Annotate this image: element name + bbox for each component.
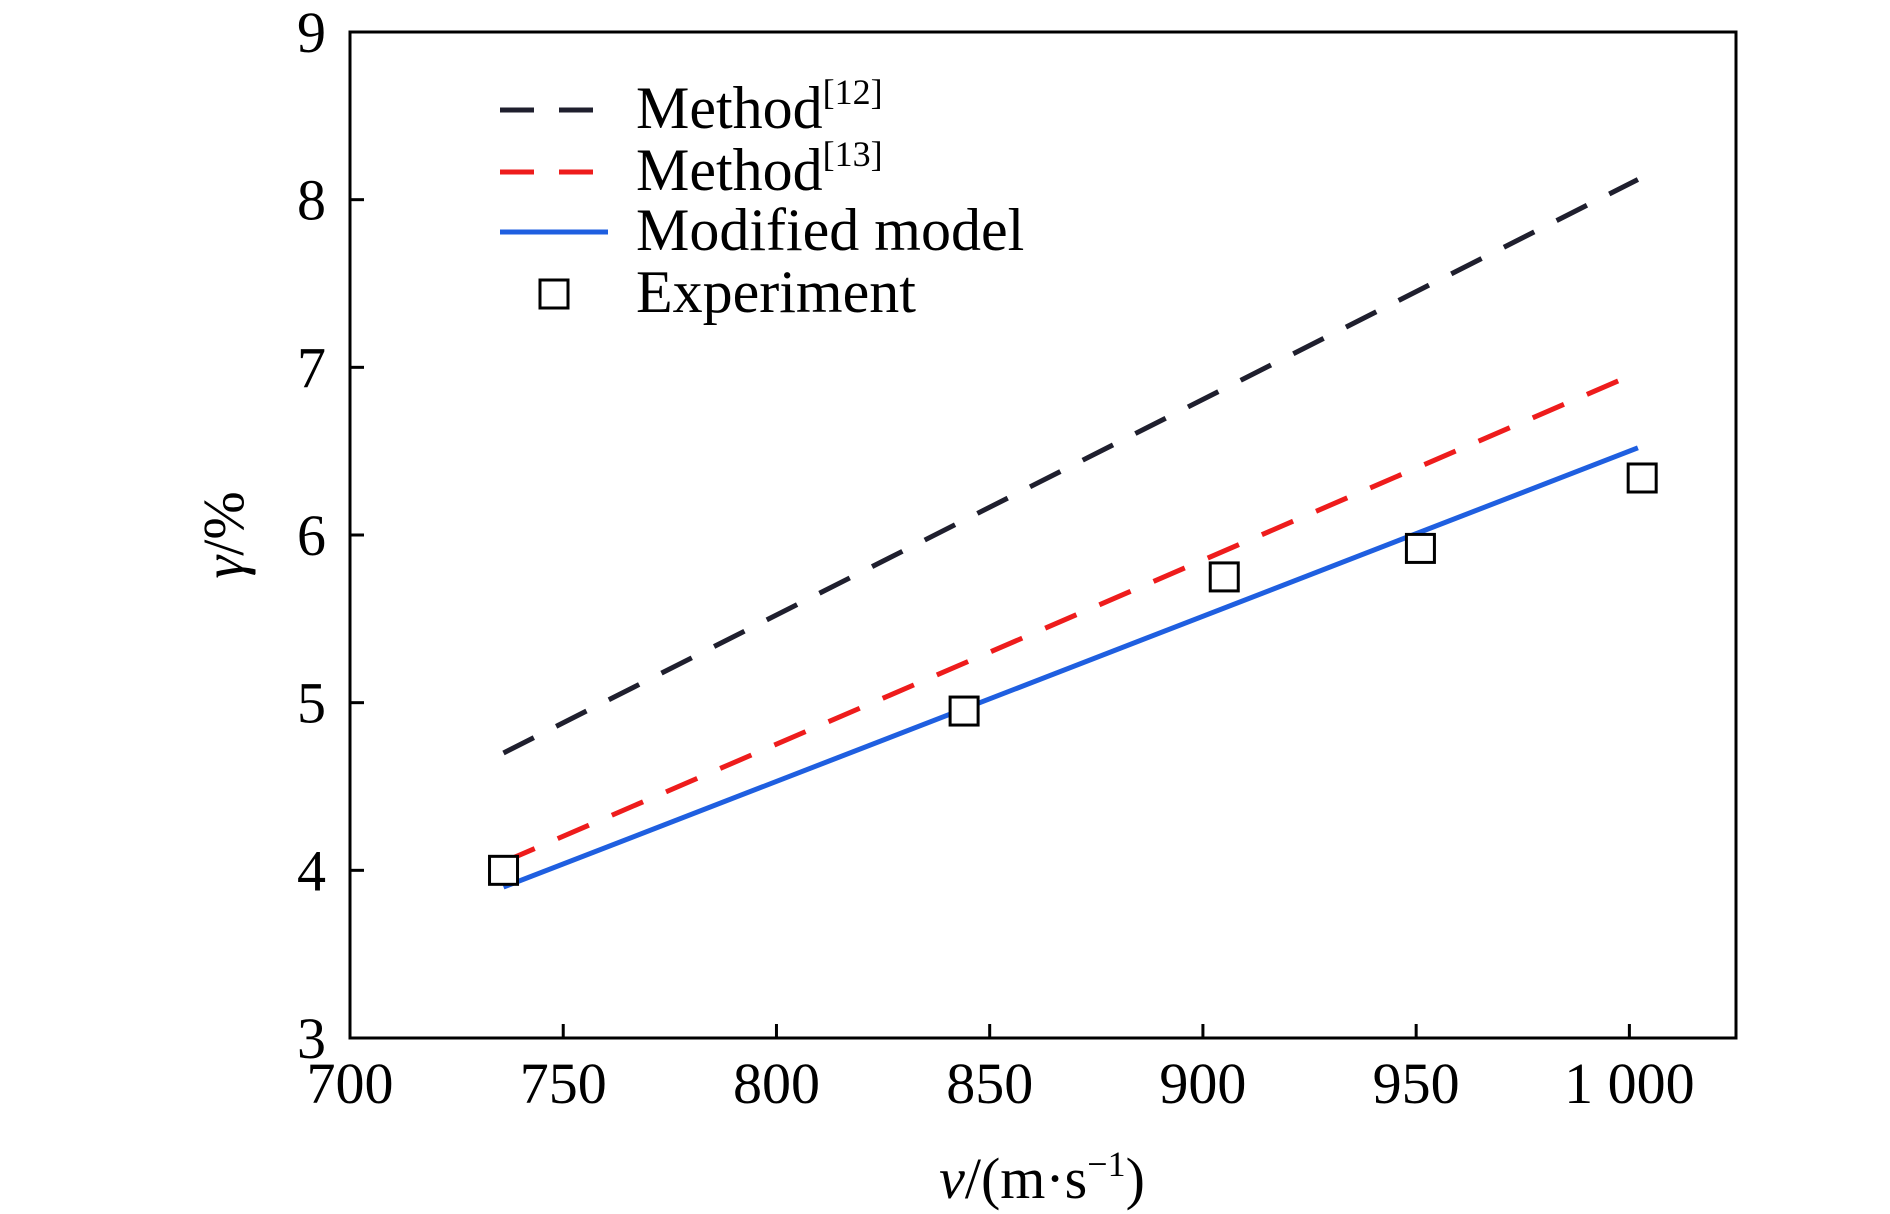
legend-label-4: Experiment — [636, 259, 916, 325]
legend-ref-1: [12] — [823, 72, 883, 112]
y-tick-label: 8 — [297, 168, 326, 233]
series-line-2 — [502, 370, 1639, 865]
legend-label-3: Modified model — [636, 197, 1024, 263]
y-axis-unit: /% — [191, 491, 256, 555]
x-axis-symbol: v — [939, 1146, 965, 1211]
y-tick-label: 7 — [297, 335, 326, 400]
experiment-point — [1626, 462, 1658, 494]
x-tick-label: 950 — [1373, 1051, 1460, 1116]
x-tick-label: 1 000 — [1564, 1051, 1695, 1116]
y-tick-label: 9 — [297, 0, 326, 65]
x-axis-title: v/(m·s−1) — [939, 1144, 1145, 1211]
y-tick-label: 6 — [297, 503, 326, 568]
x-axis-unit: /(m·s — [965, 1146, 1087, 1211]
x-axis-exponent: −1 — [1087, 1144, 1125, 1184]
experiment-point — [1208, 561, 1240, 593]
x-tick-label: 850 — [946, 1051, 1033, 1116]
x-axis-close: ) — [1126, 1146, 1145, 1211]
series-layer — [488, 177, 1658, 890]
legend: Method[12]Method[13]Modified modelExperi… — [500, 72, 1024, 325]
legend-ref-2: [13] — [823, 134, 883, 174]
x-tick-label: 900 — [1159, 1051, 1246, 1116]
legend-label-2: Method[13] — [636, 134, 883, 203]
y-tick-label: 5 — [297, 671, 326, 736]
experiment-point — [488, 854, 520, 886]
legend-marker-experiment — [538, 278, 570, 310]
x-ticks: 700 750 800 850 900 950 1 000 — [307, 1024, 1695, 1116]
experiment-point — [948, 695, 980, 727]
series-line-3 — [502, 445, 1639, 890]
x-tick-label: 700 — [307, 1051, 394, 1116]
plot-frame — [348, 30, 1738, 1040]
legend-label-1: Method[12] — [636, 72, 883, 141]
y-tick-label: 4 — [297, 838, 326, 903]
x-tick-label: 750 — [520, 1051, 607, 1116]
x-tick-label: 800 — [733, 1051, 820, 1116]
y-tick-label: 3 — [297, 1006, 326, 1071]
y-ticks: 3 4 5 6 7 8 9 — [297, 0, 364, 1071]
experiment-point — [1404, 532, 1436, 564]
y-axis-title: γ/% — [191, 491, 256, 578]
y-axis-symbol: γ — [191, 554, 256, 579]
